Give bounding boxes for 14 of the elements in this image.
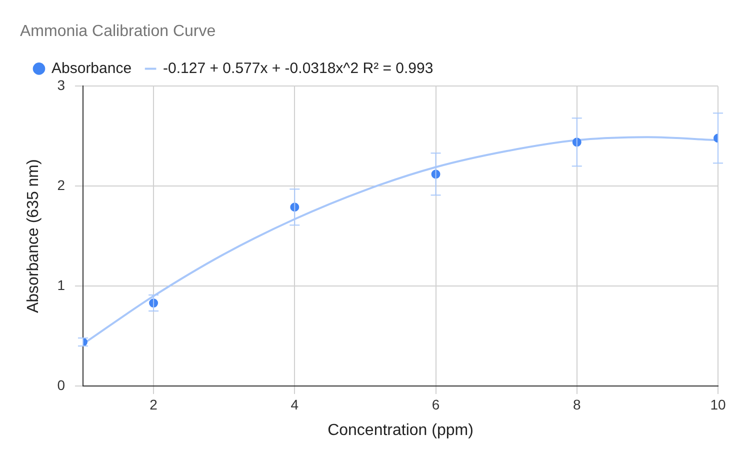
- x-tick-label: 10: [710, 396, 726, 412]
- y-tick-label: 1: [57, 276, 66, 293]
- x-tick-label: 2: [150, 396, 158, 412]
- x-tick-label: 6: [432, 396, 440, 412]
- y-axis-title: Absorbance (635 nm): [25, 159, 42, 314]
- legend-label: Absorbance: [52, 60, 132, 77]
- y-tick-label: 2: [57, 176, 66, 193]
- y-tick-label: 0: [57, 376, 66, 393]
- x-tick-label: 4: [290, 396, 299, 412]
- legend-label: -0.127 + 0.577x + -0.0318x^2 R² = 0.993: [163, 60, 434, 77]
- x-tick-label: 8: [572, 396, 581, 412]
- x-axis-title: Concentration (ppm): [328, 422, 474, 439]
- y-tick-label: 3: [57, 77, 66, 94]
- chart-title: Ammonia Calibration Curve: [20, 23, 216, 40]
